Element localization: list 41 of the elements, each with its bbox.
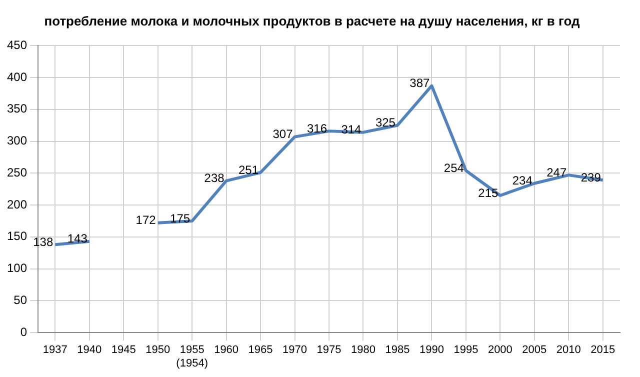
y-tick-label: 450 [6,38,28,52]
x-tick-label: 1965 [248,344,273,356]
y-tick-label: 250 [6,165,28,180]
data-label: 172 [136,213,156,228]
x-tick-label: 1955 (1954) [176,344,208,370]
x-tick-label: 1985 [385,344,410,356]
y-tick-label: 350 [6,102,28,116]
x-tick-label: 1950 [146,344,170,356]
data-label: 254 [444,160,464,175]
data-label: 316 [306,121,328,136]
x-tick-label: 1945 [111,344,136,356]
x-tick-label: 1960 [214,344,239,356]
y-tick-label: 150 [6,229,28,244]
y-tick-label: 0 [20,324,28,339]
data-label: 325 [375,116,396,130]
data-label: 138 [33,234,54,249]
x-tick-label: 1995 [454,344,478,356]
data-label: 215 [478,186,498,200]
data-label: 251 [238,162,259,177]
y-tick-label: 100 [6,261,28,276]
y-tick-label: 50 [14,293,28,308]
data-label: 239 [580,170,602,184]
x-tick-label: 1940 [77,344,102,356]
x-tick-label: 1990 [419,344,444,356]
data-label: 234 [512,174,533,188]
data-label: 247 [546,165,567,180]
y-tick-label: 400 [6,70,28,84]
x-tick-label: 2010 [556,344,581,356]
x-tick-label: 1937 [42,344,68,356]
x-tick-label: 1970 [282,344,308,356]
x-tick-label: 2005 [522,344,547,356]
x-tick-label: 1975 [316,344,342,356]
x-tick-label: 2015 [590,344,616,356]
data-label: 387 [410,76,430,90]
x-tick-label: 2000 [488,344,512,356]
x-tick-label: 1980 [351,344,376,356]
data-label: 307 [272,127,294,142]
y-tick-label: 300 [6,134,28,148]
chart-title: потребление молока и молочных продуктов в расчете на душу населения, кг в год [44,13,581,28]
y-tick-label: 200 [6,197,28,212]
data-label: 238 [204,171,225,186]
